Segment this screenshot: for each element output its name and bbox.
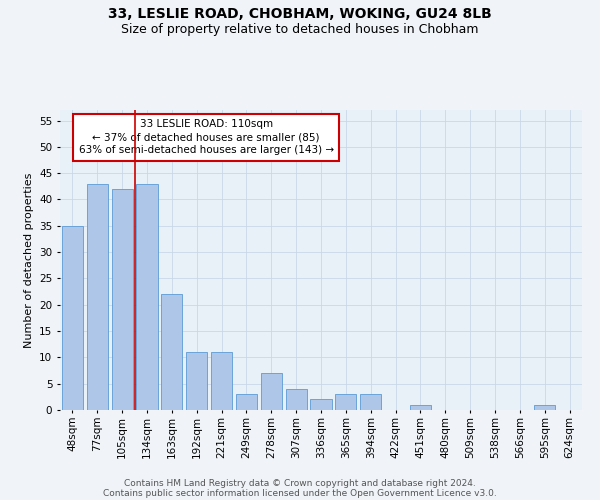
Bar [161,294,182,410]
Bar [211,352,232,410]
Bar [62,226,83,410]
Text: Size of property relative to detached houses in Chobham: Size of property relative to detached ho… [121,22,479,36]
Bar [261,373,282,410]
Bar [410,404,431,410]
Bar [87,184,108,410]
Bar [286,389,307,410]
Bar [136,184,158,410]
Text: Contains HM Land Registry data © Crown copyright and database right 2024.: Contains HM Land Registry data © Crown c… [124,478,476,488]
Bar [112,189,133,410]
Bar [236,394,257,410]
Bar [534,404,555,410]
Y-axis label: Number of detached properties: Number of detached properties [23,172,34,348]
Bar [335,394,356,410]
Bar [360,394,381,410]
Bar [310,400,332,410]
Text: 33 LESLIE ROAD: 110sqm
← 37% of detached houses are smaller (85)
63% of semi-det: 33 LESLIE ROAD: 110sqm ← 37% of detached… [79,119,334,156]
Text: Contains public sector information licensed under the Open Government Licence v3: Contains public sector information licen… [103,488,497,498]
Bar [186,352,207,410]
Text: 33, LESLIE ROAD, CHOBHAM, WOKING, GU24 8LB: 33, LESLIE ROAD, CHOBHAM, WOKING, GU24 8… [108,8,492,22]
